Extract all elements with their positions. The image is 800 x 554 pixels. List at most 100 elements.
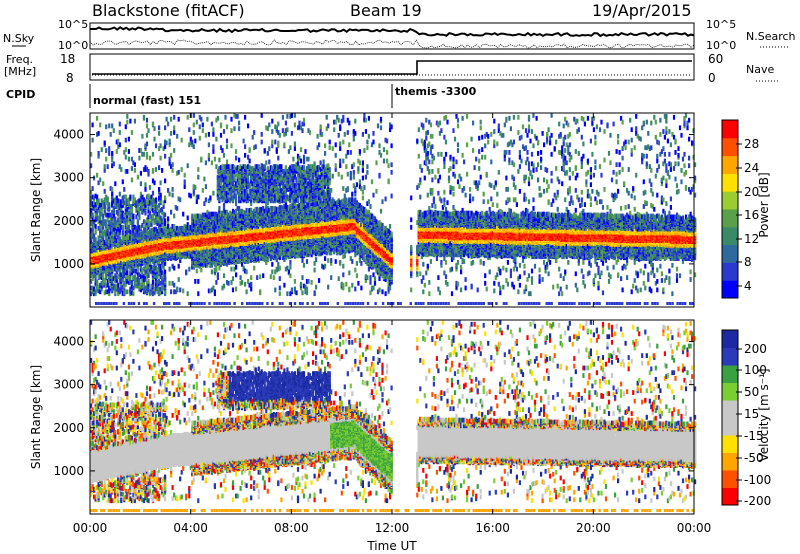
noise-tick-left-high: 10^5 bbox=[58, 18, 88, 31]
cpid-mode-1: normal (fast) 151 bbox=[93, 94, 201, 107]
heatmap-cell bbox=[220, 133, 222, 138]
heatmap-cell bbox=[95, 224, 97, 229]
nsky-label: N.Sky bbox=[3, 32, 35, 45]
heatmap-cell bbox=[131, 178, 133, 183]
heatmap-cell bbox=[178, 170, 180, 175]
heatmap-cell bbox=[170, 131, 172, 136]
heatmap-cell bbox=[237, 114, 239, 119]
heatmap-cell bbox=[173, 214, 175, 219]
heatmap-cell bbox=[190, 194, 192, 199]
heatmap-cell bbox=[214, 157, 216, 162]
nsearch-label: N.Search bbox=[746, 30, 796, 43]
nave-tick-0: 0 bbox=[708, 71, 716, 85]
heatmap-cell bbox=[102, 181, 104, 186]
heatmap-cell bbox=[193, 123, 195, 128]
heatmap-cell bbox=[102, 273, 104, 278]
heatmap-cell bbox=[132, 214, 134, 219]
heatmap-cell bbox=[208, 153, 210, 158]
heatmap-cell bbox=[173, 115, 175, 120]
heatmap-cell bbox=[199, 136, 201, 141]
heatmap-cell bbox=[212, 144, 214, 149]
heatmap-cell bbox=[223, 153, 225, 158]
heatmap-cell bbox=[188, 267, 190, 272]
heatmap-cell bbox=[129, 195, 131, 200]
heatmap-cell bbox=[146, 124, 148, 129]
heatmap-cell bbox=[181, 167, 183, 172]
heatmap-cell bbox=[211, 160, 213, 165]
date-title: 19/Apr/2015 bbox=[592, 1, 692, 20]
heatmap-cell bbox=[187, 216, 189, 221]
heatmap-cell bbox=[185, 270, 187, 275]
heatmap-cell bbox=[197, 175, 199, 180]
nave-tick-60: 60 bbox=[708, 52, 723, 66]
heatmap-cell bbox=[215, 137, 217, 142]
heatmap-cell bbox=[241, 280, 243, 285]
heatmap-cell bbox=[158, 131, 160, 136]
heatmap-cell bbox=[235, 272, 237, 277]
heatmap-cell bbox=[134, 119, 136, 124]
heatmap-cell bbox=[98, 131, 100, 136]
heatmap-cell bbox=[182, 212, 184, 217]
heatmap-cell bbox=[217, 272, 219, 277]
heatmap-cell bbox=[113, 161, 115, 166]
heatmap-cell bbox=[143, 152, 145, 157]
heatmap-cell bbox=[197, 279, 199, 284]
heatmap-cell bbox=[92, 138, 94, 143]
heatmap-cell bbox=[223, 129, 225, 134]
heatmap-cell bbox=[212, 191, 214, 196]
heatmap-cell bbox=[227, 164, 229, 169]
heatmap-cell bbox=[184, 179, 186, 184]
heatmap-cell bbox=[173, 283, 175, 288]
heatmap-cell bbox=[181, 138, 183, 143]
heatmap-cell bbox=[120, 167, 122, 172]
heatmap-cell bbox=[155, 167, 157, 172]
heatmap-cell bbox=[152, 191, 154, 196]
heatmap-cell bbox=[119, 130, 121, 135]
heatmap-cell bbox=[125, 147, 127, 152]
beam-title: Beam 19 bbox=[350, 1, 422, 20]
heatmap-cell bbox=[169, 281, 171, 286]
heatmap-cell bbox=[126, 114, 128, 119]
heatmap-cell bbox=[170, 117, 172, 122]
heatmap-cell bbox=[111, 151, 113, 156]
heatmap-cell bbox=[160, 156, 162, 161]
noise-tick-right-low: 10^0 bbox=[706, 39, 736, 52]
heatmap-cell bbox=[197, 167, 199, 172]
heatmap-cell bbox=[155, 143, 157, 148]
heatmap-cell bbox=[110, 132, 112, 137]
heatmap-cell bbox=[238, 126, 240, 131]
heatmap-cell bbox=[158, 125, 160, 130]
heatmap-cell bbox=[166, 117, 168, 122]
heatmap-cell bbox=[178, 117, 180, 122]
heatmap-cell bbox=[172, 168, 174, 173]
noise-series bbox=[90, 27, 694, 48]
heatmap-cell bbox=[119, 122, 121, 127]
heatmap-cell bbox=[153, 137, 155, 142]
heatmap-cell bbox=[176, 206, 178, 211]
heatmap-cell bbox=[92, 186, 94, 191]
heatmap-cell bbox=[200, 157, 202, 162]
heatmap-cell bbox=[235, 156, 237, 161]
heatmap-cell bbox=[123, 187, 125, 192]
heatmap-cell bbox=[178, 264, 180, 269]
heatmap-cell bbox=[161, 168, 163, 173]
heatmap-cell bbox=[105, 124, 107, 129]
heatmap-cell bbox=[188, 127, 190, 132]
heatmap-cell bbox=[191, 140, 193, 145]
heatmap-cell bbox=[194, 185, 196, 190]
nave-label: Nave bbox=[746, 63, 774, 76]
heatmap-cell bbox=[208, 132, 210, 137]
heatmap-cell bbox=[205, 184, 207, 189]
heatmap-cell bbox=[125, 124, 127, 129]
heatmap-cell bbox=[126, 271, 128, 276]
heatmap-cell bbox=[167, 122, 169, 127]
heatmap-cell bbox=[164, 125, 166, 130]
heatmap-cell bbox=[122, 225, 124, 230]
cpid-mode-2: themis -3300 bbox=[395, 85, 477, 98]
heatmap-cell bbox=[125, 138, 127, 143]
heatmap-cell bbox=[226, 144, 228, 149]
noise-panel-frame bbox=[90, 23, 694, 49]
heatmap-cell bbox=[187, 115, 189, 120]
heatmap-cell bbox=[104, 189, 106, 194]
heatmap-cell bbox=[224, 115, 226, 120]
